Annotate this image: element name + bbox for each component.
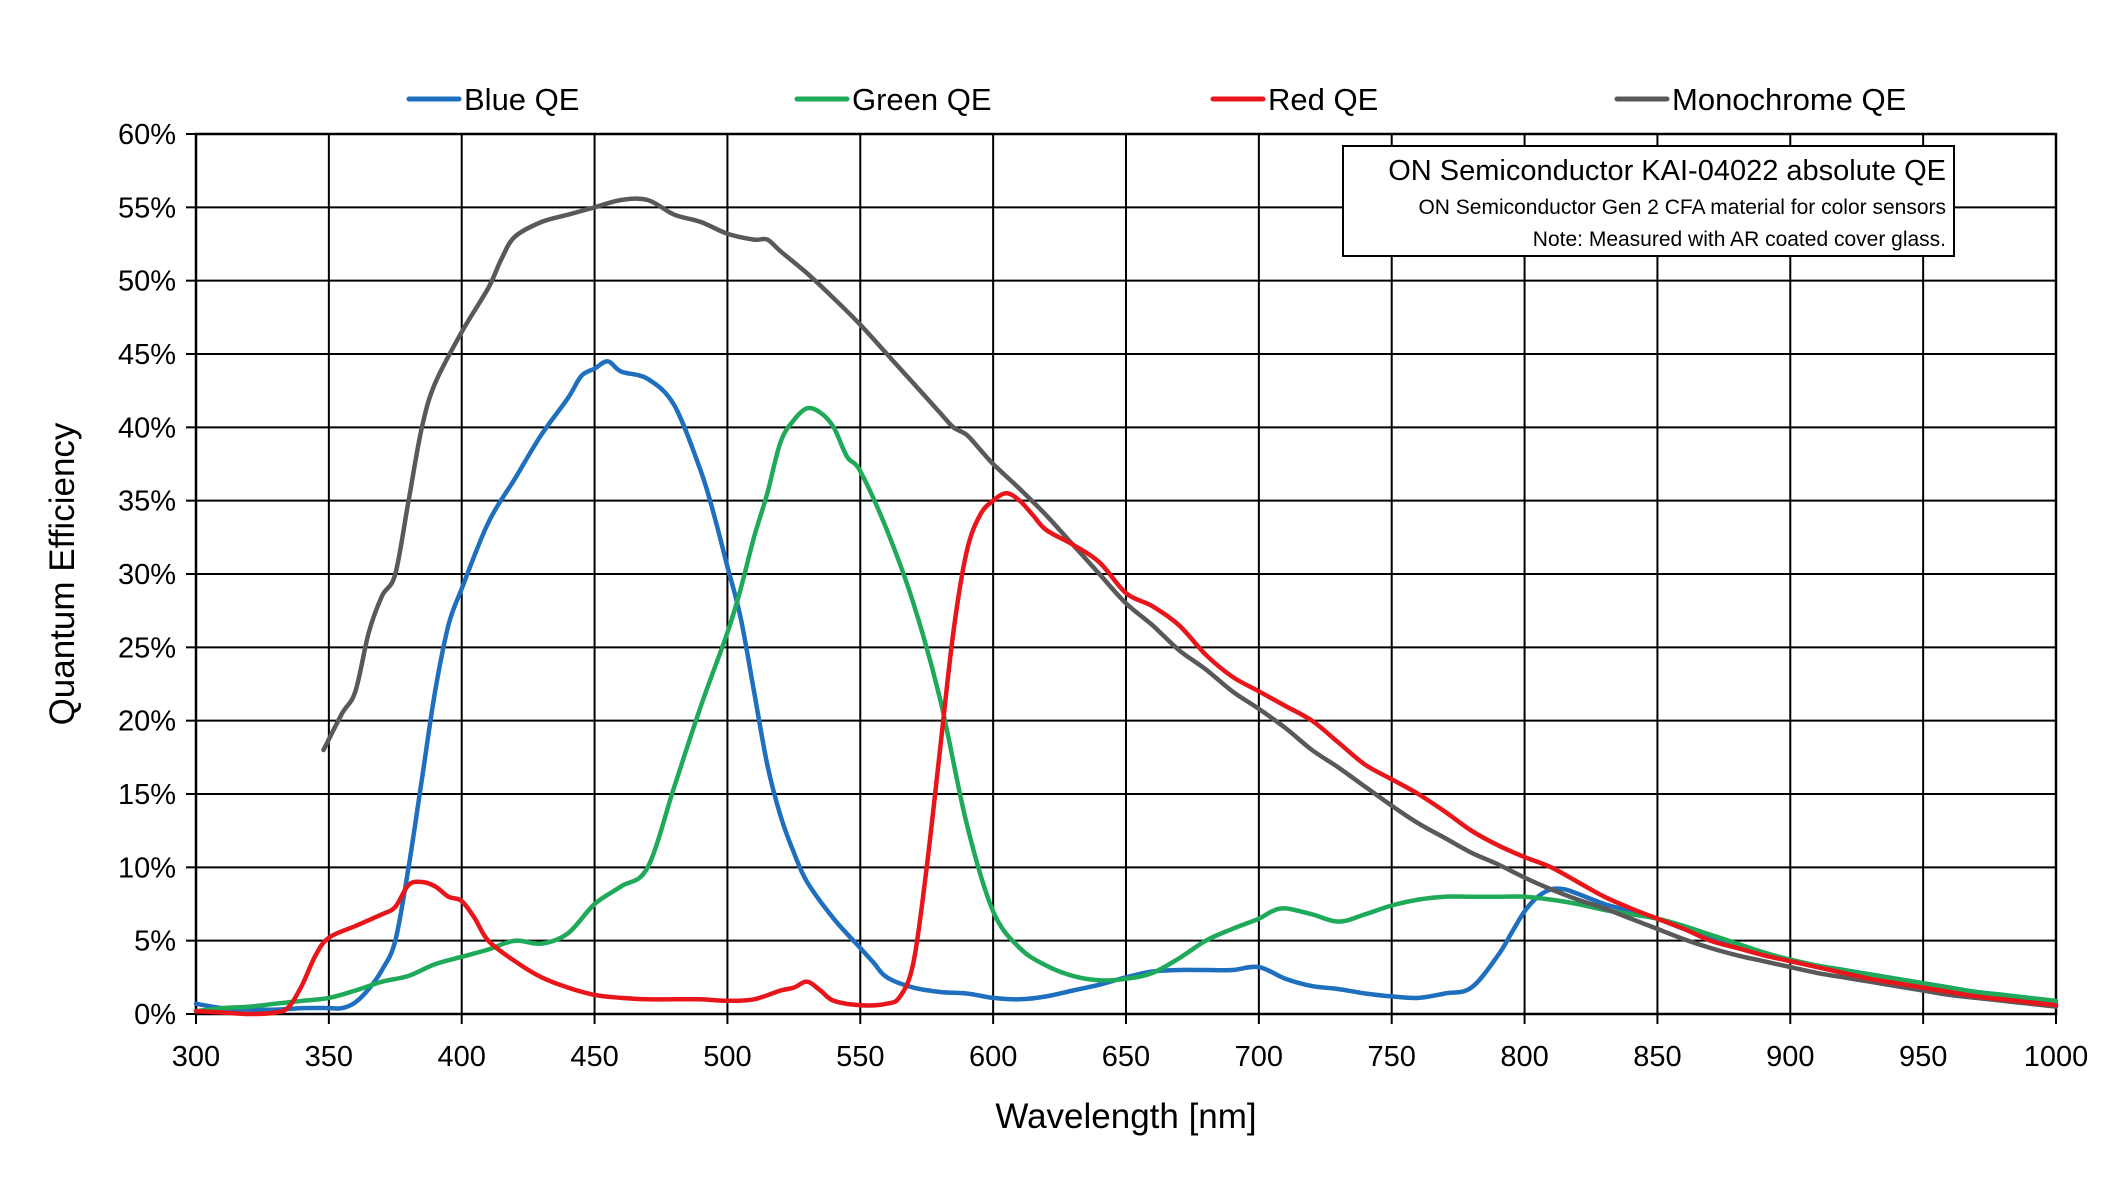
x-tick-label: 450 [570, 1041, 618, 1073]
x-tick-label: 650 [1102, 1041, 1150, 1073]
x-tick-label: 600 [969, 1041, 1017, 1073]
y-tick-label: 40% [118, 412, 176, 444]
x-axis-title: Wavelength [nm] [995, 1097, 1256, 1136]
legend-item-red-qe: Red QE [1210, 82, 1378, 117]
green-qe-line [193, 405, 2059, 1014]
y-tick-label: 20% [118, 706, 176, 738]
x-tick-label: 950 [1899, 1041, 1947, 1073]
y-tick-label: 15% [118, 779, 176, 811]
grid [195, 133, 2057, 1015]
x-tick-label: 850 [1633, 1041, 1681, 1073]
annotation-frame [1342, 145, 1955, 257]
series-lines [193, 196, 2059, 1017]
x-tick-label: 400 [438, 1041, 486, 1073]
legend-item-blue-qe: Blue QE [406, 82, 579, 117]
annotation-box: ON Semiconductor KAI-04022 absolute QE O… [1342, 145, 1955, 257]
monochrome-qe-line [321, 196, 2059, 1009]
legend-label: Blue QE [464, 82, 579, 117]
x-tick-label: 700 [1235, 1041, 1283, 1073]
legend-label: Monochrome QE [1672, 82, 1906, 117]
y-tick-label: 0% [134, 999, 176, 1031]
legend-item-green-qe: Green QE [794, 82, 992, 117]
x-tick-label: 1000 [2024, 1041, 2089, 1073]
legend: Blue QE Green QE Red QE Monochrome QE [406, 82, 1906, 117]
y-tick-label: 10% [118, 852, 176, 884]
y-tick-label: 25% [118, 632, 176, 664]
y-tick-label: 30% [118, 559, 176, 591]
x-tick-label: 900 [1766, 1041, 1814, 1073]
x-tick-label: 800 [1500, 1041, 1548, 1073]
legend-label: Green QE [852, 82, 992, 117]
y-tick-label: 50% [118, 266, 176, 298]
y-tick-label: 55% [118, 192, 176, 224]
x-tick-label: 750 [1368, 1041, 1416, 1073]
x-tick-label: 350 [305, 1041, 353, 1073]
legend-item-monochrome-qe: Monochrome QE [1614, 82, 1906, 117]
annotation-line-2: Note: Measured with AR coated cover glas… [1533, 228, 1946, 251]
y-tick-label: 60% [118, 119, 176, 151]
y-tick-label: 45% [118, 339, 176, 371]
x-tick-label: 300 [172, 1041, 220, 1073]
red-qe-line [193, 491, 2059, 1017]
y-tick-label: 35% [118, 486, 176, 518]
annotation-line-1: ON Semiconductor Gen 2 CFA material for … [1418, 196, 1946, 219]
legend-label: Red QE [1268, 82, 1378, 117]
y-tick-label: 5% [134, 926, 176, 958]
annotation-title: ON Semiconductor KAI-04022 absolute QE [1388, 155, 1946, 187]
y-axis-title: Quantum Efficiency [43, 422, 82, 725]
x-tick-label: 500 [703, 1041, 751, 1073]
x-tick-label: 550 [836, 1041, 884, 1073]
axis-ticks: 0% 5% 10% 15% 20% 25% 30% 35% 40% 45% 50% 55% 60% 300… [118, 119, 2088, 1073]
